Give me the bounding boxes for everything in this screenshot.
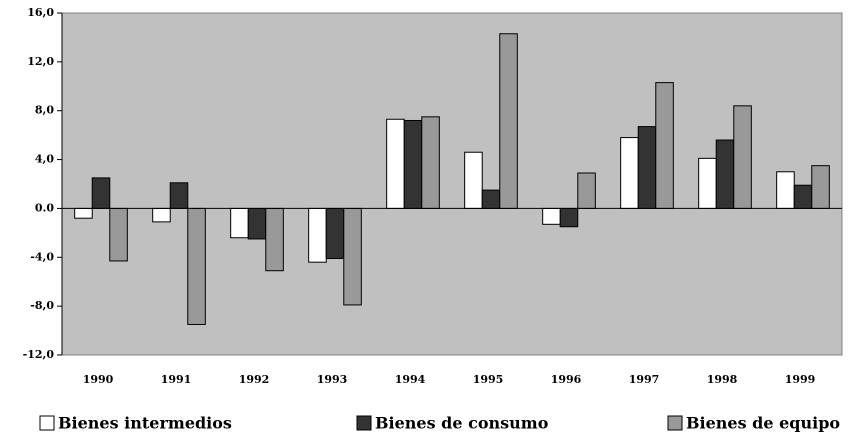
y-tick-label: 12,0 <box>27 55 54 68</box>
bar <box>715 139 735 209</box>
bar <box>499 33 518 209</box>
x-tick-label: 1993 <box>317 373 348 386</box>
x-tick-label: 1990 <box>83 373 114 386</box>
x-tick-label: 1991 <box>161 373 192 386</box>
bar <box>169 182 189 209</box>
x-tick-label: 1995 <box>473 373 504 386</box>
y-tick-label: -4,0 <box>30 250 54 263</box>
bar <box>542 207 561 225</box>
bar <box>247 207 267 240</box>
bar <box>187 207 206 325</box>
bar <box>776 171 795 209</box>
x-tick-label: 1999 <box>785 373 816 386</box>
y-tick-label: -8,0 <box>30 299 54 312</box>
bar <box>386 118 405 209</box>
legend-label: Bienes de equipo <box>686 414 840 433</box>
bar <box>464 151 483 209</box>
bar <box>793 184 813 209</box>
y-tick-label: 16,0 <box>27 6 54 19</box>
x-tick-label: 1997 <box>629 373 660 386</box>
bar <box>620 137 639 209</box>
bar <box>343 207 362 306</box>
y-tick-label: -12,0 <box>23 348 55 361</box>
bar <box>698 157 717 209</box>
x-tick-label: 1992 <box>239 373 270 386</box>
bar <box>230 207 249 239</box>
bar <box>109 207 128 262</box>
legend-label: Bienes de consumo <box>375 414 549 433</box>
bar <box>265 207 284 272</box>
x-tick-label: 1996 <box>551 373 582 386</box>
bar <box>91 177 111 209</box>
y-tick-label: 4,0 <box>35 153 54 166</box>
legend-swatch <box>356 415 372 431</box>
bar <box>637 126 657 209</box>
bar <box>811 165 830 209</box>
bar <box>325 207 345 260</box>
bar <box>577 172 596 209</box>
legend-swatch <box>667 415 683 431</box>
x-tick-label: 1998 <box>707 373 738 386</box>
bar <box>481 189 501 209</box>
y-tick-label: 8,0 <box>35 104 54 117</box>
legend-swatch <box>39 415 55 431</box>
bar <box>74 207 93 219</box>
legend-label: Bienes intermedios <box>58 414 232 433</box>
x-tick-label: 1994 <box>395 373 426 386</box>
bar <box>421 116 440 209</box>
bar <box>733 105 752 209</box>
bar <box>403 119 423 209</box>
bar <box>308 207 327 263</box>
y-tick-label: 0.0 <box>35 201 54 214</box>
bar <box>559 207 579 228</box>
bar <box>655 82 674 209</box>
bar <box>152 207 171 223</box>
